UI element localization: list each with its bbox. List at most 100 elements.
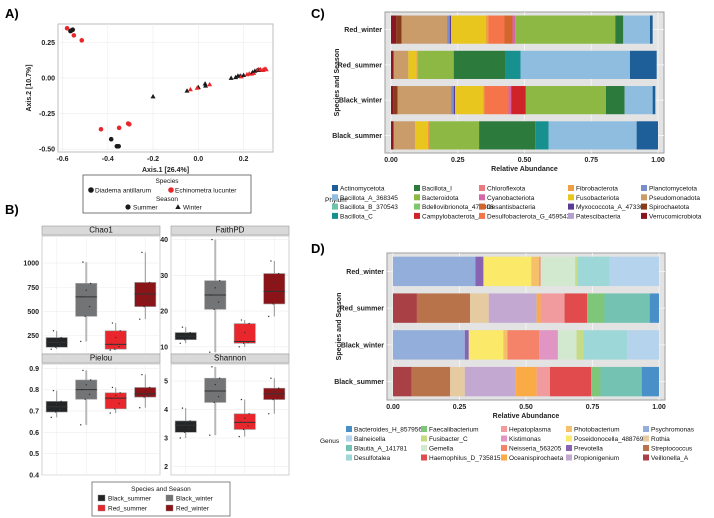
jitter-point [273, 281, 275, 284]
phylum-stacked-bar-chart: 0.00 0.25 0.50 0.75 1.00 Red_winter Red_summer… [325, 11, 702, 220]
y-tick-label: Red_summer [340, 306, 385, 313]
legend-key [414, 185, 420, 191]
box-black-summer [174, 420, 197, 433]
bar-segment-oceanispirochaeta [536, 293, 541, 323]
data-point-winter [207, 81, 213, 87]
jitter-point [238, 435, 240, 438]
bar-segment-actinomycetota [652, 86, 656, 115]
x-tick-label: -0.2 [147, 156, 159, 163]
bar-segment-bacillota_a_368345 [520, 50, 630, 79]
legend-label: Planctomycetota [649, 186, 697, 193]
legend-label: Prevotella [574, 446, 603, 453]
jitter-point [185, 422, 187, 424]
jitter-point [218, 279, 221, 282]
legend-key [643, 445, 649, 451]
legend-box [91, 481, 231, 517]
legend-key [332, 194, 338, 201]
bar-segment-desulfobacterota_g_459543 [484, 86, 509, 115]
y-tick-label: 0.6 [29, 430, 39, 437]
y-axis-title: Species and Season [334, 49, 341, 117]
bar-segment-haemophilus_d_735815 [564, 293, 588, 323]
bar-segment-blautia_a_141781 [600, 366, 642, 397]
bar-segment-neisseria_563205 [539, 256, 541, 287]
panel-label-d: D) [311, 241, 325, 256]
jitter-point [109, 412, 111, 414]
bar-segment-kistimonas [539, 330, 558, 360]
y-tick-label: 0.9 [29, 366, 39, 373]
bar-segment-propionigenium [488, 293, 537, 323]
facet-strip [170, 353, 290, 364]
jitter-point [89, 379, 92, 381]
y-tick-label: -0.25 [39, 111, 55, 118]
legend-key [566, 435, 572, 442]
y-tick-label: 20 [160, 309, 168, 316]
box-red-summer [233, 323, 256, 344]
legend-key [346, 454, 352, 461]
jitter-point [85, 384, 87, 386]
legend-label: Patescibacteria [576, 213, 621, 220]
legend-key [332, 212, 338, 219]
legend-label: Neisseria_563205 [509, 446, 562, 453]
legend-title-species: Species [155, 178, 179, 185]
bar-segment-bacillota_i [605, 86, 625, 115]
legend-label: Faecalibacterium [429, 427, 479, 434]
box-red-winter [134, 387, 157, 398]
x-tick-label: -0.4 [102, 156, 114, 163]
bar-segment-psychromonas [393, 256, 476, 287]
legend-title: Genus [320, 438, 340, 445]
legend-label: Myxococcota_A_473307 [576, 204, 648, 211]
jitter-point [270, 260, 272, 262]
y-tick-label: 0.8 [29, 387, 39, 394]
jitter-point [147, 299, 150, 302]
y-tick-label: Red_summer [338, 62, 383, 69]
bar-segment-blautia_a_141781 [604, 293, 650, 323]
jitter-point [247, 425, 249, 427]
bar-segment-bacillota_i [615, 15, 624, 44]
legend-key [641, 203, 647, 210]
bar-segment-veillonella_a [393, 293, 417, 323]
jitter-point [268, 315, 270, 318]
box-red-summer [104, 330, 127, 350]
jitter-point [148, 386, 151, 389]
legend-box [82, 174, 252, 214]
bar-segment-verrucomicrobiota [391, 121, 394, 150]
jitter-point [181, 326, 184, 328]
bar-segment-pseudomonadota [393, 50, 409, 79]
bar-segment-fibrobacterota [483, 86, 485, 115]
jitter-point [119, 330, 121, 332]
bar-segment-spirochaetota [396, 15, 402, 44]
y-tick-label: 0.7 [29, 408, 39, 415]
legend-key-summer [125, 204, 131, 210]
legend-key [421, 426, 427, 432]
bar-segment-fibrobacterota [416, 50, 418, 79]
jitter-point [51, 405, 54, 408]
y-tick-label: 1000 [23, 261, 39, 268]
bar-segment-cyanobacteriota [512, 15, 516, 44]
jitter-point [50, 416, 52, 419]
legend-key [568, 194, 574, 201]
box-black-winter [75, 283, 98, 317]
legend-key [479, 212, 485, 219]
jitter-point [211, 366, 213, 368]
jitter-point [141, 251, 143, 254]
legend-label-diadema: Diadema antillarum [95, 188, 151, 195]
facet-title: Pielou [90, 354, 112, 363]
legend-key [501, 435, 507, 442]
legend-label: Haemophilus_D_735815 [429, 455, 501, 462]
legend-label: Desantisbacteria [487, 204, 536, 211]
bar-segment-bacillota_i [453, 50, 506, 79]
legend-label: Fusobacteriota [576, 195, 619, 202]
bar-segment-planctomycetota [447, 15, 450, 44]
legend-key [346, 435, 352, 442]
legend-key [421, 435, 427, 442]
bar-segment-streptococcus [411, 366, 451, 397]
legend-key-diadema [88, 187, 94, 193]
jitter-point [141, 373, 143, 376]
data-point-summer [116, 125, 122, 131]
legend-key [421, 454, 427, 461]
jitter-point [180, 424, 183, 426]
bar-segment-photobacterium [503, 330, 508, 360]
bar-segment-fusobacteriota [408, 50, 417, 79]
bar-segment-actinomycetota [636, 121, 658, 150]
data-point-winter [202, 81, 208, 86]
